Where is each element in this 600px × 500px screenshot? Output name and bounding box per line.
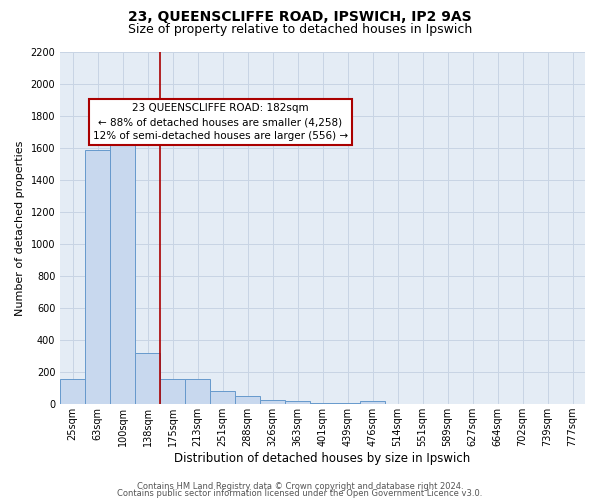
Bar [85,150,110,404]
Text: Size of property relative to detached houses in Ipswich: Size of property relative to detached ho… [128,22,472,36]
Text: 23, QUEENSCLIFFE ROAD, IPSWICH, IP2 9AS: 23, QUEENSCLIFFE ROAD, IPSWICH, IP2 9AS [128,10,472,24]
Text: Contains public sector information licensed under the Open Government Licence v3: Contains public sector information licen… [118,490,482,498]
Bar [235,396,260,404]
Bar [135,353,160,404]
Bar [210,390,235,404]
Bar [110,122,135,404]
Bar [260,400,285,404]
Text: Contains HM Land Registry data © Crown copyright and database right 2024.: Contains HM Land Registry data © Crown c… [137,482,463,491]
Bar [185,380,210,404]
Y-axis label: Number of detached properties: Number of detached properties [15,140,25,316]
Bar [285,402,310,404]
Bar [60,378,85,404]
Bar [310,402,335,404]
X-axis label: Distribution of detached houses by size in Ipswich: Distribution of detached houses by size … [175,452,471,465]
Text: 23 QUEENSCLIFFE ROAD: 182sqm
← 88% of detached houses are smaller (4,258)
12% of: 23 QUEENSCLIFFE ROAD: 182sqm ← 88% of de… [92,103,348,141]
Bar [160,378,185,404]
Bar [360,401,385,404]
